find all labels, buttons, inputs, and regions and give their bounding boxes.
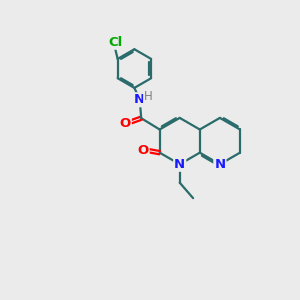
Text: N: N (214, 158, 225, 171)
Text: Cl: Cl (108, 36, 122, 49)
Text: N: N (174, 158, 185, 171)
Text: N: N (134, 93, 145, 106)
Text: H: H (144, 90, 152, 103)
Text: O: O (137, 144, 148, 157)
Text: O: O (119, 117, 131, 130)
